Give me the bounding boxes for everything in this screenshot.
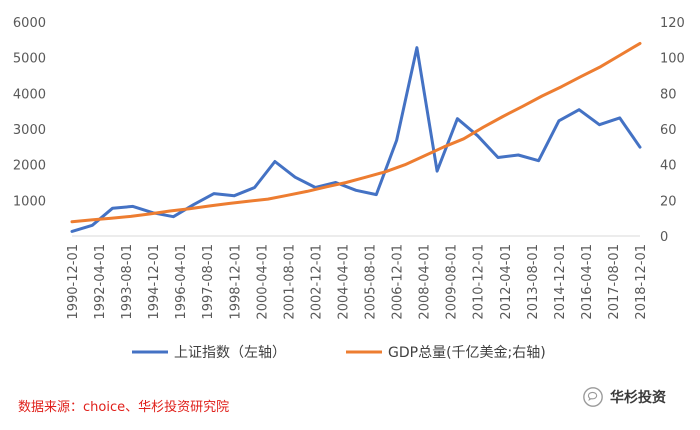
data-source-note: 数据来源：choice、华杉投资研究院 bbox=[18, 400, 230, 415]
x-tick-label: 2008-04-01 bbox=[418, 244, 433, 320]
left-tick-label: 5000 bbox=[13, 52, 46, 67]
x-tick-label: 1996-04-01 bbox=[174, 244, 189, 320]
x-tick-label: 2004-04-01 bbox=[336, 244, 351, 320]
x-tick-label: 2000-04-01 bbox=[255, 244, 270, 320]
series-line-sse-index bbox=[70, 46, 642, 233]
right-tick-label: 60 bbox=[660, 123, 677, 138]
right-tick-label: 80 bbox=[660, 87, 677, 102]
x-tick-label: 2012-04-01 bbox=[499, 244, 514, 320]
right-tick-label: 0 bbox=[660, 230, 668, 245]
wechat-brand-icon bbox=[583, 387, 603, 407]
series-lines bbox=[70, 41, 642, 233]
x-tick-label: 2009-08-01 bbox=[445, 244, 460, 320]
x-tick-label: 1993-08-01 bbox=[120, 244, 135, 320]
x-tick-label: 2002-12-01 bbox=[309, 244, 324, 320]
right-tick-label: 20 bbox=[660, 194, 677, 209]
watermark-text: 华杉投资 bbox=[610, 390, 666, 406]
legend: 上证指数（左轴） GDP总量(千亿美金;右轴) bbox=[132, 345, 546, 361]
x-tick-label: 1992-04-01 bbox=[93, 244, 108, 320]
x-tick-label: 1997-08-01 bbox=[201, 244, 216, 320]
x-tick-label: 1990-12-01 bbox=[66, 244, 81, 320]
left-tick-label: 2000 bbox=[13, 159, 46, 174]
legend-label: GDP总量(千亿美金;右轴) bbox=[388, 345, 546, 361]
watermark: 华杉投资 bbox=[582, 386, 666, 408]
right-axis-ticks: 0 20 40 60 80 100 120 bbox=[660, 16, 685, 245]
x-tick-label: 2018-12-01 bbox=[634, 244, 649, 320]
legend-label: 上证指数（左轴） bbox=[174, 345, 286, 361]
left-tick-label: 3000 bbox=[13, 123, 46, 138]
x-tick-label: 2001-08-01 bbox=[282, 244, 297, 320]
x-tick-label: 2013-08-01 bbox=[526, 244, 541, 320]
x-tick-label: 2017-08-01 bbox=[607, 244, 622, 320]
x-tick-label: 2014-12-01 bbox=[553, 244, 568, 320]
right-tick-label: 100 bbox=[660, 52, 685, 67]
x-tick-label: 2010-12-01 bbox=[472, 244, 487, 320]
left-axis-ticks: 1000 2000 3000 4000 5000 6000 bbox=[13, 16, 46, 209]
left-tick-label: 4000 bbox=[13, 87, 46, 102]
x-tick-label: 2006-12-01 bbox=[391, 244, 406, 320]
left-tick-label: 1000 bbox=[13, 194, 46, 209]
left-tick-label: 6000 bbox=[13, 16, 46, 31]
right-tick-label: 40 bbox=[660, 159, 677, 174]
x-tick-label: 2016-04-01 bbox=[580, 244, 595, 320]
right-tick-label: 120 bbox=[660, 16, 685, 31]
x-tick-label: 1998-12-01 bbox=[228, 244, 243, 320]
x-tick-label: 2005-08-01 bbox=[364, 244, 379, 320]
x-axis-ticks: 1990-12-01 1992-04-01 1993-08-01 1994-12-01… bbox=[66, 244, 649, 320]
series-line-gdp bbox=[70, 41, 642, 224]
x-tick-label: 1994-12-01 bbox=[147, 244, 162, 320]
